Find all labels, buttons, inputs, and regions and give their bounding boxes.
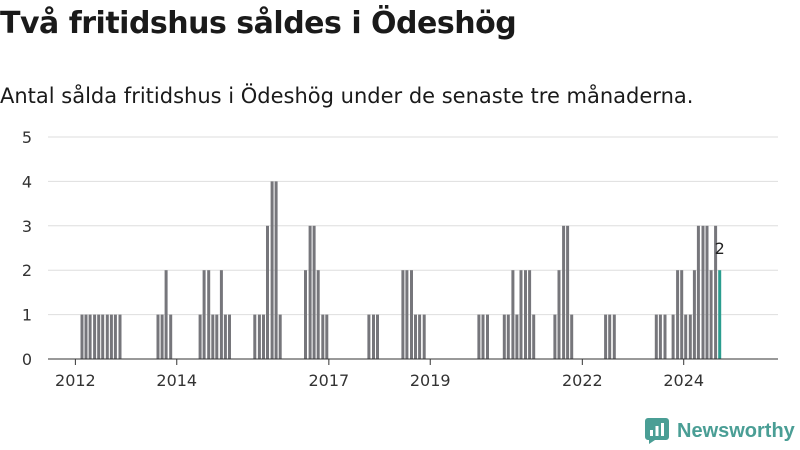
- bar: [80, 314, 84, 359]
- bar: [88, 314, 92, 359]
- bar: [422, 314, 426, 359]
- bar: [532, 314, 536, 359]
- bar: [109, 314, 113, 359]
- bar: [528, 270, 532, 359]
- bar: [486, 314, 489, 359]
- bar: [304, 270, 307, 359]
- newsworthy-logo: Newsworthy: [645, 418, 795, 444]
- y-tick-label: 4: [22, 172, 32, 191]
- data-label: 2: [715, 239, 725, 258]
- y-tick-label: 5: [22, 128, 32, 147]
- bar: [524, 270, 527, 359]
- x-tick-label: 2024: [663, 371, 704, 390]
- bar: [671, 314, 675, 359]
- bar: [308, 225, 312, 359]
- bar: [156, 314, 160, 359]
- bar: [688, 314, 692, 359]
- bar: [658, 314, 662, 359]
- bar: [477, 314, 481, 359]
- x-tick-label: 2017: [308, 371, 349, 390]
- bar: [680, 270, 684, 359]
- bar: [612, 314, 616, 359]
- bar: [316, 270, 320, 359]
- bar: [376, 314, 379, 359]
- bar: [696, 225, 700, 359]
- bar: [372, 314, 375, 359]
- bar: [410, 270, 413, 359]
- bar: [705, 225, 709, 359]
- y-tick-label: 0: [22, 350, 32, 369]
- bar: [113, 314, 117, 359]
- x-tick-label: 2014: [156, 371, 197, 390]
- bar: [223, 314, 227, 359]
- bar: [515, 314, 519, 359]
- bar: [418, 314, 422, 359]
- bar: [93, 314, 97, 359]
- bar: [266, 225, 269, 359]
- bar: [663, 314, 667, 359]
- bar: [84, 314, 88, 359]
- bar: [101, 314, 105, 359]
- bar: [570, 314, 574, 359]
- bar: [228, 314, 231, 359]
- bar: [701, 225, 705, 359]
- bar: [202, 270, 206, 359]
- bar: [274, 181, 278, 359]
- bar: [207, 270, 211, 359]
- bar: [608, 314, 612, 359]
- bar: [105, 314, 109, 359]
- bar: [566, 225, 570, 359]
- y-tick-label: 3: [22, 217, 32, 236]
- bar: [654, 314, 658, 359]
- chart-title: Två fritidshus såldes i Ödeshög: [0, 6, 517, 41]
- bar: [714, 225, 718, 359]
- bar: [219, 270, 223, 359]
- brand-name: Newsworthy: [677, 419, 795, 442]
- chart-subtitle: Antal sålda fritidshus i Ödeshög under d…: [0, 84, 694, 108]
- bar: [278, 314, 282, 359]
- bar: [604, 314, 608, 359]
- highlight-bar: [718, 270, 722, 359]
- bar: [414, 314, 417, 359]
- bar: [401, 270, 405, 359]
- bar: [97, 314, 101, 359]
- x-tick-label: 2022: [562, 371, 603, 390]
- bar: [367, 314, 371, 359]
- bar: [257, 314, 261, 359]
- bar: [211, 314, 215, 359]
- y-tick-label: 1: [22, 306, 32, 325]
- bar: [519, 270, 523, 359]
- bar: [118, 314, 122, 359]
- newsworthy-logo-icon: [645, 418, 669, 444]
- bar: [692, 270, 696, 359]
- bar: [215, 314, 219, 359]
- bar: [405, 270, 409, 359]
- bar: [160, 314, 164, 359]
- bar: [553, 314, 557, 359]
- bar: [502, 314, 506, 359]
- bar: [562, 225, 566, 359]
- bar: [557, 270, 561, 359]
- bar: [262, 314, 265, 359]
- bar: [198, 314, 202, 359]
- bar: [481, 314, 485, 359]
- bar: [169, 314, 173, 359]
- bar: [684, 314, 688, 359]
- bar: [511, 270, 515, 359]
- bar: [253, 314, 257, 359]
- bar: [321, 314, 325, 359]
- bar: [709, 270, 713, 359]
- bar: [506, 314, 510, 359]
- bar: [164, 270, 168, 359]
- bar: [312, 225, 316, 359]
- y-tick-label: 2: [22, 261, 32, 280]
- x-tick-label: 2019: [410, 371, 451, 390]
- x-tick-label: 2012: [55, 371, 96, 390]
- bar: [676, 270, 680, 359]
- bar: [325, 314, 329, 359]
- bar-chart: 0 1 2 3 4 5 2 2012 2014 2017 2019 2022 2024: [22, 128, 778, 390]
- bar: [270, 181, 274, 359]
